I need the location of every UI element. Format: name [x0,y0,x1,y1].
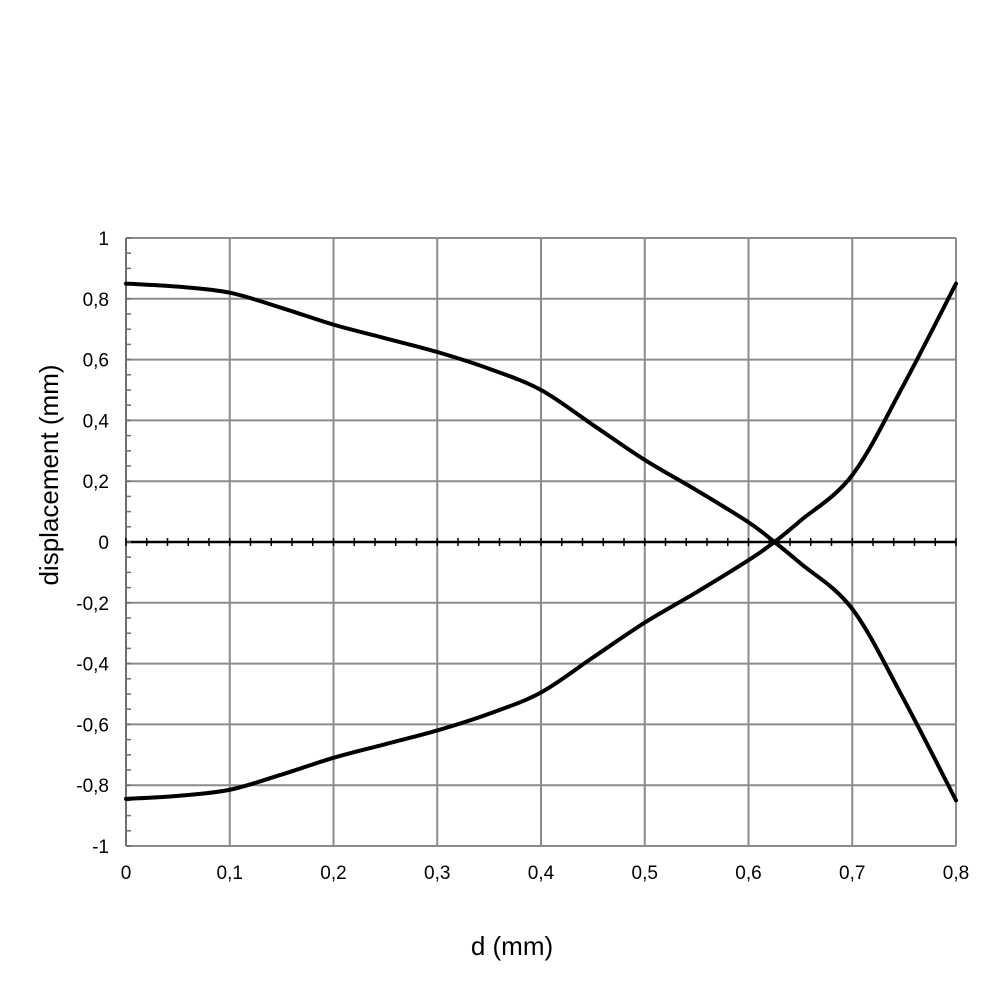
y-tick-label: 0 [98,533,109,554]
y-axis-title: displacement (mm) [34,364,64,585]
y-tick-label: -0,8 [76,776,109,797]
x-tick-label: 0,1 [217,863,243,884]
y-tick-label: 0,8 [83,290,109,311]
series-line-2 [124,281,958,801]
x-tick-label: 0,5 [632,863,658,884]
x-tick-label: 0,8 [943,863,969,884]
x-tick-label: 0,6 [735,863,761,884]
series-line-1 [124,281,958,803]
y-tick-label: 0,4 [83,411,110,432]
x-tick-label: 0,7 [839,863,865,884]
series-lines [124,281,958,803]
y-tick-label: -1 [92,837,109,858]
x-tick-label: 0,2 [320,863,346,884]
grid-lines [126,237,957,847]
x-tick-label: 0 [121,863,132,884]
y-tick-label: -0,2 [76,594,109,615]
x-tick-label: 0,4 [528,863,555,884]
x-axis-title: d (mm) [471,931,553,961]
y-tick-labels: 1 0,8 0,6 0,4 0,2 0 -0,2 -0,4 -0,6 -0,8 -1 [76,229,109,858]
y-tick-label: -0,6 [76,715,109,736]
y-tick-label: -0,4 [76,655,109,676]
y-tick-label: 1 [98,229,109,250]
minor-ticks [125,237,957,847]
x-tick-labels: 0 0,1 0,2 0,3 0,4 0,5 0,6 0,7 0,8 [121,863,970,884]
y-tick-label: 0,6 [83,351,109,372]
x-tick-label: 0,3 [424,863,450,884]
y-tick-label: 0,2 [83,472,109,493]
